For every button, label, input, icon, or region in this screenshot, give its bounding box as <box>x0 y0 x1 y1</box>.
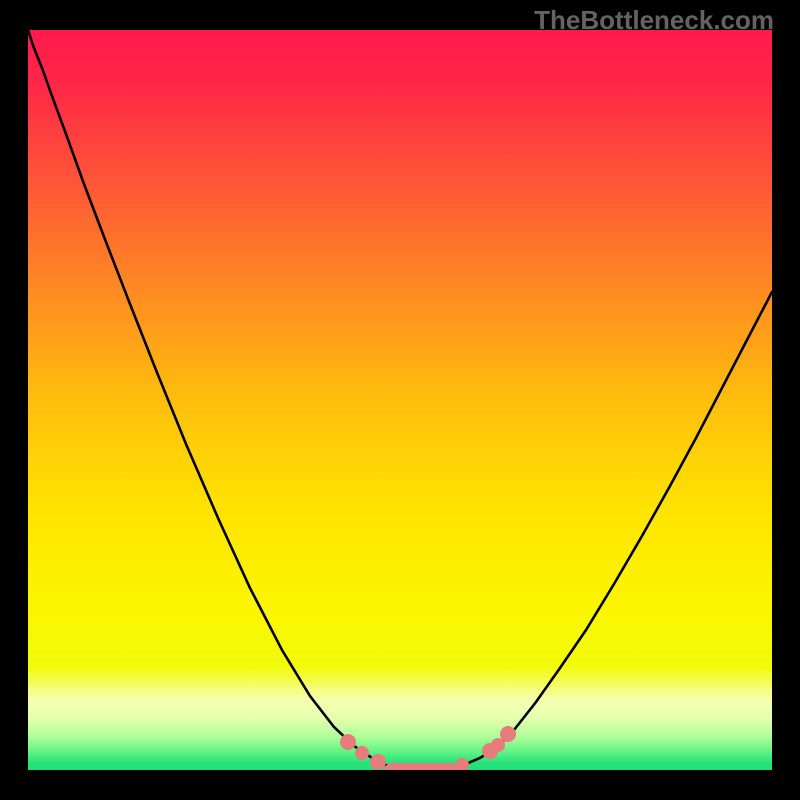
bottleneck-curve-svg <box>28 30 772 770</box>
chart-stage: TheBottleneck.com <box>0 0 800 800</box>
bottleneck-curve <box>28 30 772 770</box>
marker-dot <box>355 746 369 760</box>
marker-dot <box>500 726 516 742</box>
plot-area <box>28 30 772 770</box>
marker-dot <box>455 758 469 770</box>
marker-dot <box>340 734 356 750</box>
watermark-text: TheBottleneck.com <box>534 5 774 36</box>
marker-dot <box>370 754 386 770</box>
marker-bar <box>384 763 458 770</box>
